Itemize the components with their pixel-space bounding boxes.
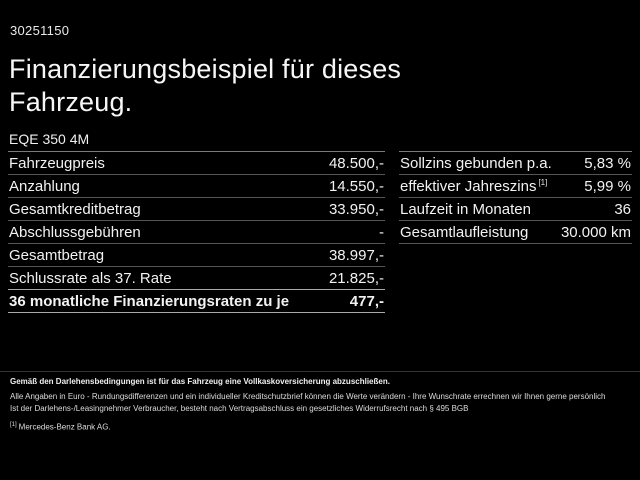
table-row-effektiver-jahreszins: effektiver Jahreszins [1] 5,99 % <box>399 175 632 198</box>
vehicle-model: EQE 350 4M <box>9 131 90 147</box>
table-row-anzahlung: Anzahlung 14.550,- <box>8 175 385 198</box>
row-label-text: effektiver Jahreszins <box>400 177 537 195</box>
footnote: [1] Mercedes-Benz Bank AG. <box>10 422 630 432</box>
table-row-monatliche-rate: 36 monatliche Finanzierungsraten zu je 4… <box>8 290 385 313</box>
table-row-gesamtlaufleistung: Gesamtlaufleistung 30.000 km <box>399 221 632 244</box>
row-value: 36 <box>614 200 631 218</box>
footnote-marker: [1] <box>10 422 17 428</box>
row-label: Sollzins gebunden p.a. <box>400 154 552 172</box>
table-row-fahrzeugpreis: Fahrzeugpreis 48.500,- <box>8 152 385 175</box>
row-value: 21.825,- <box>328 269 384 287</box>
row-label: Laufzeit in Monaten <box>400 200 531 218</box>
row-label: Fahrzeugpreis <box>9 154 105 172</box>
footer-disclaimer: Gemäß den Darlehensbedingungen ist für d… <box>0 371 640 432</box>
row-value: - <box>379 223 384 241</box>
row-label: Gesamtkreditbetrag <box>9 200 141 218</box>
disclaimer-line-1: Alle Angaben in Euro - Rundungsdifferenz… <box>10 392 606 401</box>
table-row-sollzins: Sollzins gebunden p.a. 5,83 % <box>399 152 632 175</box>
row-value: 48.500,- <box>328 154 384 172</box>
row-label: effektiver Jahreszins [1] <box>400 178 547 195</box>
row-label: Schlussrate als 37. Rate <box>9 269 172 287</box>
row-value: 14.550,- <box>328 177 384 195</box>
insurance-note: Gemäß den Darlehensbedingungen ist für d… <box>10 377 390 386</box>
row-label: 36 monatliche Finanzierungsraten zu je <box>9 292 290 310</box>
finance-tables: Fahrzeugpreis 48.500,- Anzahlung 14.550,… <box>8 151 632 313</box>
table-row-laufzeit: Laufzeit in Monaten 36 <box>399 198 632 221</box>
table-row-abschlussgebuehren: Abschlussgebühren - <box>8 221 385 244</box>
table-row-schlussrate: Schlussrate als 37. Rate 21.825,- <box>8 267 385 290</box>
row-value: 5,83 % <box>584 154 631 172</box>
finance-costs-table: Fahrzeugpreis 48.500,- Anzahlung 14.550,… <box>8 151 385 313</box>
row-label: Anzahlung <box>9 177 80 195</box>
footnote-text: Mercedes-Benz Bank AG. <box>18 422 111 432</box>
row-value: 477,- <box>349 292 384 310</box>
listing-id: 30251150 <box>10 23 70 38</box>
disclaimer-line-2: Ist der Darlehens-/Leasingnehmer Verbrau… <box>10 404 469 413</box>
table-row-gesamtkreditbetrag: Gesamtkreditbetrag 33.950,- <box>8 198 385 221</box>
row-value: 5,99 % <box>584 177 631 195</box>
footnote-ref: [1] <box>538 177 548 187</box>
row-value: 30.000 km <box>560 223 631 241</box>
page-title: Finanzierungsbeispiel für dieses Fahrzeu… <box>9 54 402 117</box>
row-label: Gesamtbetrag <box>9 246 105 264</box>
row-value: 33.950,- <box>328 200 384 218</box>
row-label: Abschlussgebühren <box>9 223 141 241</box>
finance-conditions-table: Sollzins gebunden p.a. 5,83 % effektiver… <box>399 151 632 313</box>
table-row-gesamtbetrag: Gesamtbetrag 38.997,- <box>8 244 385 267</box>
row-value: 38.997,- <box>328 246 384 264</box>
row-label: Gesamtlaufleistung <box>400 223 529 241</box>
